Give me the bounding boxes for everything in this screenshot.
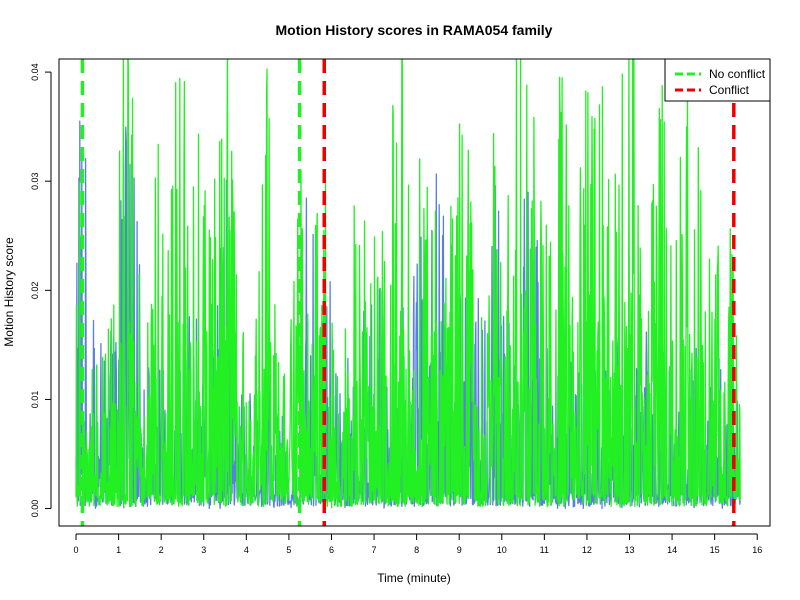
x-tick-label: 5 (286, 545, 291, 555)
x-tick-label: 2 (159, 545, 164, 555)
x-tick-label: 3 (201, 545, 206, 555)
y-tick-label: 0.03 (30, 172, 40, 190)
chart-title: Motion History scores in RAMA054 family (276, 22, 553, 38)
legend-box (664, 58, 771, 102)
x-tick-label: 6 (329, 545, 334, 555)
x-tick-label: 9 (457, 545, 462, 555)
x-tick-label: 10 (497, 545, 507, 555)
x-tick-label: 13 (624, 545, 634, 555)
x-axis: 0 1 2 3 4 5 6 7 8 9 10 11 12 13 14 15 16 (74, 533, 762, 555)
y-tick-label: 0.02 (30, 282, 40, 300)
y-tick-label: 0.04 (30, 63, 40, 81)
x-tick-label: 1 (116, 545, 121, 555)
y-axis-label: Motion History score (2, 237, 16, 347)
x-axis-label: Time (minute) (377, 571, 451, 585)
x-tick-label: 8 (414, 545, 419, 555)
x-tick-label: 11 (540, 545, 549, 555)
legend-label: No conflict (709, 67, 766, 81)
marker-layer (80, 59, 736, 526)
x-tick-label: 16 (752, 545, 762, 555)
x-tick-label: 0 (74, 545, 79, 555)
x-tick-label: 14 (667, 545, 677, 555)
legend: No conflict Conflict (664, 58, 771, 102)
y-tick-label: 0.00 (30, 500, 40, 518)
series-layer (75, 59, 741, 510)
x-tick-label: 4 (244, 545, 249, 555)
x-tick-label: 7 (372, 545, 377, 555)
x-tick-label: 12 (582, 545, 592, 555)
y-tick-label: 0.01 (30, 391, 40, 409)
series-line (75, 59, 741, 509)
x-tick-label: 15 (710, 545, 720, 555)
y-axis: 0.00 0.01 0.02 0.03 0.04 (30, 63, 52, 518)
legend-label: Conflict (709, 83, 750, 97)
plot-frame (58, 58, 771, 527)
